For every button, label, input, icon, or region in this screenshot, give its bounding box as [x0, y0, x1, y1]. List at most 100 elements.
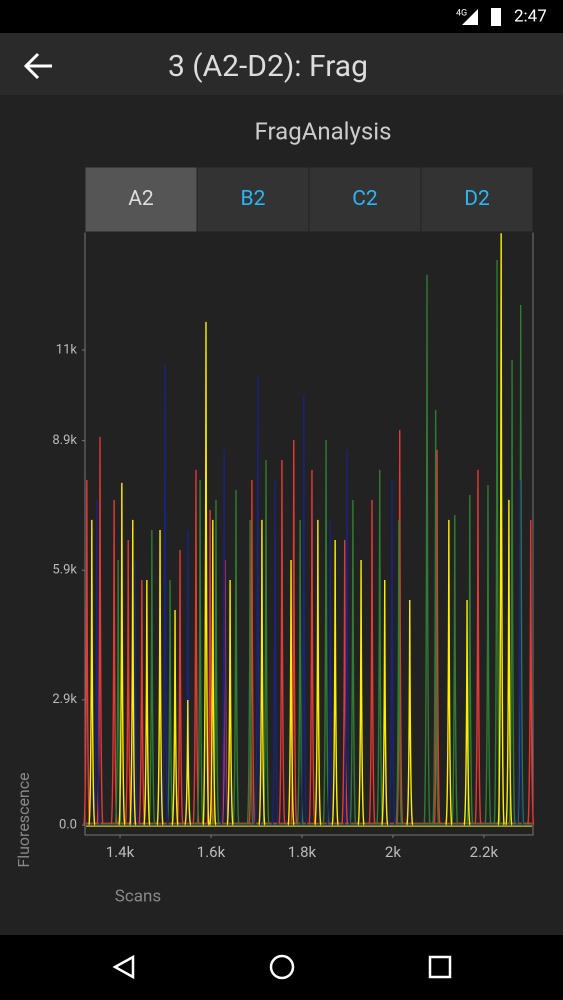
- app-bar: [0, 33, 563, 95]
- peak: [176, 549, 184, 826]
- peak: [156, 529, 164, 826]
- y-tick-label: 5.9k: [52, 563, 77, 578]
- peak: [220, 449, 228, 826]
- peak: [278, 459, 286, 826]
- peak: [431, 409, 440, 826]
- y-tick-label: 0.0: [59, 818, 77, 833]
- x-axis-title: Scans: [115, 886, 161, 906]
- peak: [258, 519, 266, 826]
- peak: [395, 519, 403, 826]
- peak: [184, 700, 192, 826]
- peak: [484, 484, 492, 826]
- tab-label: B2: [241, 187, 266, 211]
- peak: [445, 519, 453, 826]
- peak: [226, 579, 234, 826]
- peak: [343, 449, 351, 826]
- peak: [88, 519, 96, 826]
- peak: [93, 499, 101, 826]
- peak: [248, 479, 256, 826]
- peak: [368, 499, 376, 826]
- peak: [209, 519, 217, 826]
- peak: [326, 519, 334, 826]
- peak: [83, 479, 91, 826]
- peak: [148, 529, 156, 826]
- tab[interactable]: [420, 166, 534, 233]
- y-axis-title: Fluorescence: [14, 772, 33, 867]
- peak: [143, 579, 151, 826]
- tab[interactable]: [84, 166, 198, 233]
- peak: [527, 519, 535, 826]
- peak: [341, 539, 349, 826]
- status-bar: [0, 0, 563, 33]
- y-tick-label: 8.9k: [52, 433, 77, 448]
- tab[interactable]: [308, 166, 422, 233]
- y-tick-label: 2.9k: [52, 692, 77, 707]
- x-tick-label: 1.8k: [288, 843, 317, 861]
- peak: [357, 559, 365, 826]
- peak: [381, 579, 389, 826]
- peak: [516, 479, 524, 826]
- peak: [505, 499, 513, 826]
- peak: [497, 233, 505, 826]
- nav-recent[interactable]: [428, 955, 452, 979]
- peak: [131, 559, 139, 826]
- peak: [423, 274, 431, 826]
- peak: [287, 559, 295, 826]
- y-tick-label: 11k: [56, 342, 78, 357]
- peak: [322, 439, 330, 826]
- app-title: 3 (A2-D2): Frag: [168, 49, 368, 84]
- peak: [192, 469, 200, 826]
- peak: [196, 479, 204, 826]
- peak: [262, 459, 270, 826]
- peak: [300, 394, 308, 826]
- clock: 2:47: [514, 6, 547, 26]
- peak: [451, 514, 459, 826]
- peak: [110, 499, 118, 826]
- nav-home[interactable]: [269, 954, 295, 980]
- peak: [474, 469, 482, 826]
- chart-title: FragAnalysis: [255, 117, 392, 145]
- x-tick-label: 2k: [385, 843, 401, 861]
- signal-icon: [462, 9, 478, 25]
- peak: [331, 539, 339, 826]
- peak: [202, 321, 210, 826]
- nav-bar: [0, 935, 563, 1000]
- tab-label: D2: [464, 187, 490, 211]
- peak: [246, 519, 254, 826]
- peak: [206, 509, 214, 826]
- nav-back[interactable]: [112, 954, 135, 980]
- peak: [184, 529, 192, 826]
- peak: [254, 374, 262, 826]
- tab-label: C2: [352, 187, 378, 211]
- peak: [124, 539, 132, 826]
- x-tick-label: 1.6k: [197, 843, 226, 861]
- peak: [406, 599, 414, 826]
- peak: [271, 479, 279, 826]
- peak: [232, 489, 240, 826]
- peak: [493, 259, 501, 826]
- peak: [376, 469, 384, 826]
- battery-icon: [491, 8, 501, 26]
- peak: [314, 519, 322, 826]
- peak: [388, 479, 396, 826]
- peak: [129, 519, 137, 826]
- peak: [166, 579, 174, 826]
- peak: [161, 364, 169, 826]
- back-button[interactable]: [23, 52, 52, 80]
- x-tick-label: 2.2k: [470, 843, 499, 861]
- tab[interactable]: [196, 166, 310, 233]
- peak: [349, 499, 357, 826]
- peak: [171, 609, 179, 826]
- peak: [308, 469, 316, 826]
- peak: [396, 429, 404, 826]
- tab-label: A2: [128, 187, 154, 211]
- peak: [463, 599, 471, 826]
- network: 4G: [456, 8, 467, 18]
- x-tick-label: 1.4k: [106, 843, 135, 861]
- peak: [118, 482, 126, 826]
- peak: [433, 449, 441, 826]
- peak: [138, 579, 146, 826]
- peak: [517, 304, 525, 826]
